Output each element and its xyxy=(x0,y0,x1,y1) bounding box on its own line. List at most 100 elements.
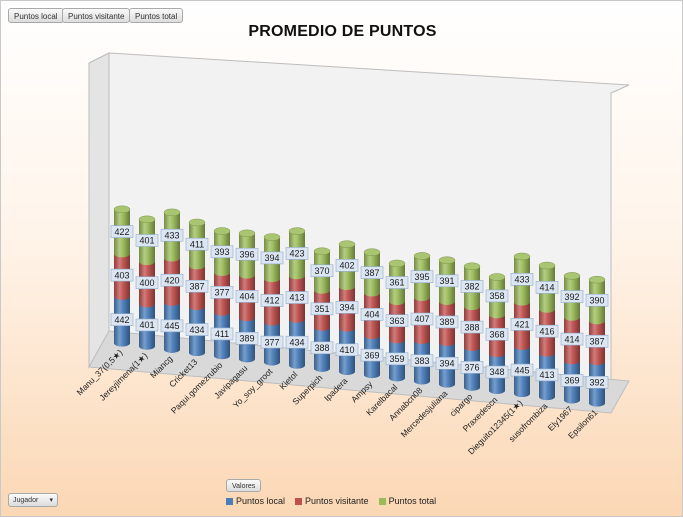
data-label-box xyxy=(110,313,134,326)
legend-item-total: Puntos total xyxy=(378,496,436,506)
bar-top-cap xyxy=(438,256,456,264)
chart-side-wall xyxy=(88,52,110,369)
data-label-local: 411 xyxy=(215,329,229,339)
data-label-visitante: 387 xyxy=(189,281,204,291)
legend-label-visitante: Puntos visitante xyxy=(305,496,369,506)
data-label-local: 359 xyxy=(389,354,404,364)
legend-item-local: Puntos local xyxy=(226,496,285,506)
legend: Puntos local Puntos visitante Puntos tot… xyxy=(226,496,436,506)
data-label-box xyxy=(535,324,559,338)
data-label-box xyxy=(135,276,159,290)
data-label-box xyxy=(285,291,309,304)
data-label-box xyxy=(560,332,584,346)
data-label-box xyxy=(235,247,259,261)
data-label-local: 348 xyxy=(489,367,504,377)
data-label-local: 376 xyxy=(464,363,479,373)
data-label-box xyxy=(410,312,434,326)
data-label-local: 388 xyxy=(314,343,329,353)
bar-top-cap xyxy=(188,218,206,227)
bar-top-cap xyxy=(538,261,556,270)
bar-top-cap xyxy=(513,252,531,261)
data-label-box xyxy=(110,268,134,282)
data-label-local: 445 xyxy=(514,365,529,375)
data-label-total: 423 xyxy=(289,249,304,259)
bar-top-cap xyxy=(563,272,581,280)
data-label-visitante: 414 xyxy=(564,334,579,344)
data-label-total: 370 xyxy=(314,266,329,276)
data-label-box xyxy=(535,281,559,294)
data-label-box xyxy=(160,273,184,287)
data-label-box xyxy=(410,270,434,284)
data-label-box xyxy=(360,266,384,279)
data-label-local: 434 xyxy=(289,337,304,347)
data-label-total: 382 xyxy=(464,282,479,292)
field-button-puntos-total[interactable]: Puntos total xyxy=(129,8,184,23)
data-label-box xyxy=(185,279,209,293)
data-label-box xyxy=(385,352,409,366)
data-label-total: 396 xyxy=(239,249,254,259)
data-label-box xyxy=(585,376,609,389)
data-label-box xyxy=(410,354,434,367)
data-label-box xyxy=(260,251,284,265)
data-label-visitante: 403 xyxy=(114,270,129,280)
data-label-box xyxy=(260,294,284,307)
bar-top-cap xyxy=(363,248,381,256)
values-field-button[interactable]: Valores xyxy=(226,479,262,492)
data-label-box xyxy=(560,290,584,303)
bar-top-cap xyxy=(413,252,431,260)
data-label-visitante: 368 xyxy=(489,329,504,339)
data-label-box xyxy=(385,314,409,328)
legend-swatch-local xyxy=(226,497,233,505)
data-label-box xyxy=(310,264,334,278)
data-label-local: 434 xyxy=(189,325,204,335)
legend-item-visitante: Puntos visitante xyxy=(295,496,369,506)
bar-top-cap xyxy=(338,240,356,248)
data-label-visitante: 377 xyxy=(214,288,229,298)
legend-label-local: Puntos local xyxy=(236,496,286,506)
legend-swatch-visitante xyxy=(295,497,303,505)
jugador-filter-button[interactable]: Jugador ▾ xyxy=(8,493,58,507)
data-label-box xyxy=(135,318,159,332)
data-label-visitante: 416 xyxy=(539,326,554,336)
data-label-total: 393 xyxy=(214,247,229,257)
data-label-total: 390 xyxy=(589,295,604,305)
bar-top-cap xyxy=(588,275,606,284)
data-label-local: 389 xyxy=(239,333,254,343)
data-label-box xyxy=(185,237,209,251)
chart-title: PROMEDIO DE PUNTOS xyxy=(248,23,437,40)
data-label-box xyxy=(360,308,384,321)
data-label-local: 442 xyxy=(114,315,129,325)
data-label-box xyxy=(135,234,159,247)
data-label-visitante: 407 xyxy=(414,314,429,324)
data-label-box xyxy=(235,290,259,303)
data-label-box xyxy=(160,228,184,242)
bar-top-cap xyxy=(263,233,281,241)
data-label-box xyxy=(510,318,534,331)
data-label-total: 395 xyxy=(414,272,429,282)
dropdown-arrow-icon: ▾ xyxy=(49,497,53,504)
bar-top-cap xyxy=(313,247,331,256)
data-label-box xyxy=(385,276,409,289)
data-label-visitante: 363 xyxy=(389,316,404,326)
data-label-box xyxy=(585,334,609,348)
data-label-total: 401 xyxy=(139,236,154,246)
data-label-box xyxy=(210,286,234,299)
data-label-local: 383 xyxy=(414,356,429,366)
data-label-box xyxy=(110,225,134,238)
data-label-box xyxy=(585,293,609,307)
data-label-box xyxy=(460,320,484,334)
data-label-visitante: 394 xyxy=(339,303,354,313)
data-label-local: 369 xyxy=(364,350,379,360)
data-label-visitante: 413 xyxy=(289,293,304,303)
data-label-local: 392 xyxy=(589,378,604,388)
data-label-box xyxy=(335,301,359,314)
jugador-filter-label: Jugador xyxy=(13,497,39,504)
data-label-total: 433 xyxy=(164,230,179,240)
data-label-box xyxy=(510,273,534,286)
data-label-local: 401 xyxy=(139,320,154,330)
data-label-visitante: 400 xyxy=(139,278,154,288)
data-label-total: 391 xyxy=(439,276,454,286)
data-label-box xyxy=(485,289,509,303)
data-label-total: 361 xyxy=(389,278,404,288)
data-label-local: 445 xyxy=(164,321,179,331)
